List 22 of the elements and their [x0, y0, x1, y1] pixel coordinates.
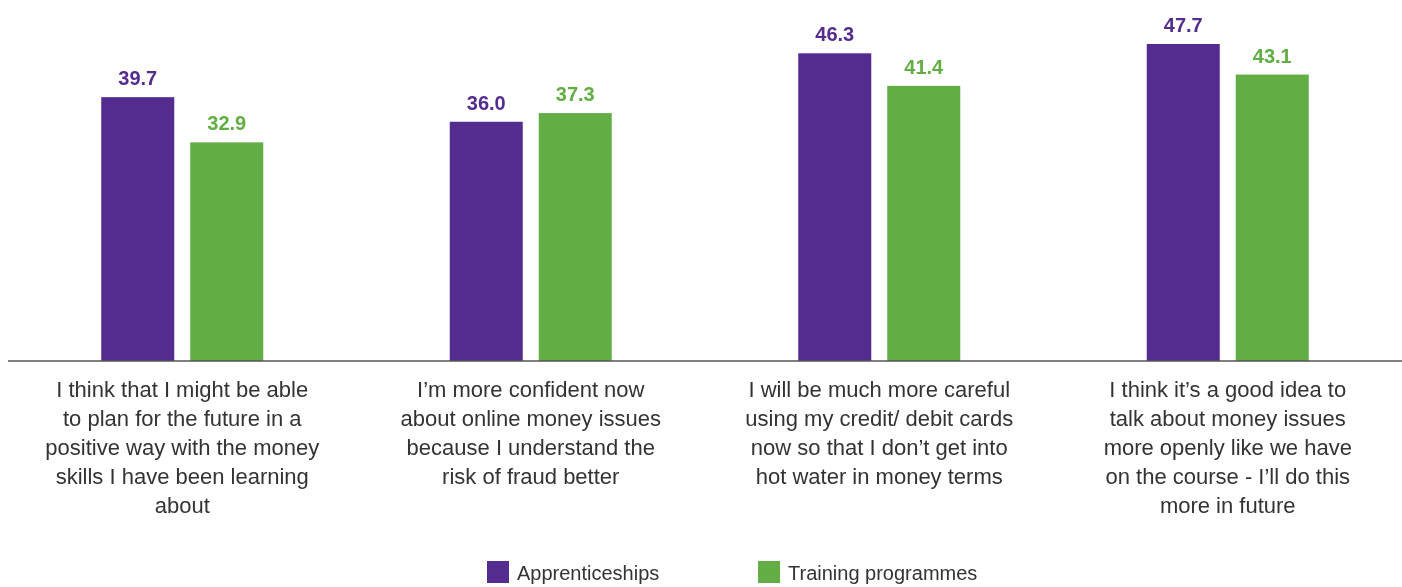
x-tick-label: I will be much more careful using my credit/ debit cards now so that I don’t get into hot water in money terms	[745, 377, 1014, 489]
data-label: 43.1	[1252, 44, 1292, 67]
legend-label: Apprenticeships	[517, 562, 660, 584]
x-tick-label: I think it’s a good idea to talk about money issues more openly like we have on the course - I’ll do this more in future	[1103, 377, 1352, 518]
data-label: 47.7	[1163, 14, 1203, 36]
bar	[1146, 44, 1220, 361]
bar	[101, 97, 175, 361]
data-label: 46.3	[815, 23, 855, 46]
data-label: 37.3	[555, 83, 595, 106]
legend-label: Training programmes	[788, 562, 978, 584]
data-label: 36.0	[466, 91, 506, 114]
data-label: 39.7	[118, 67, 158, 90]
x-tick-label: I’m more confident now about online money issues because I understand the risk of fraud better	[400, 377, 661, 489]
bar	[449, 121, 523, 361]
bar	[887, 85, 961, 361]
x-tick-label: I think that I might be able to plan for the future in a positive way with the money skills I have been learning about	[45, 377, 320, 518]
bar	[1235, 74, 1309, 361]
data-label: 41.4	[904, 55, 945, 78]
bar	[190, 142, 264, 361]
data-label: 32.9	[207, 112, 247, 135]
bar	[798, 53, 872, 361]
bar	[538, 113, 612, 361]
